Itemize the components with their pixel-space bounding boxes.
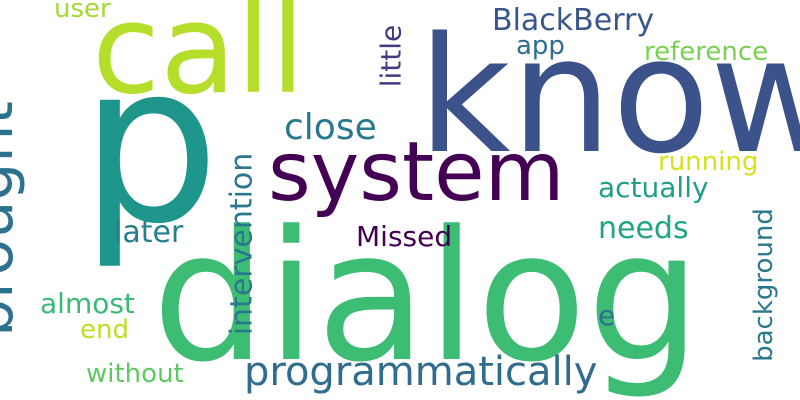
word-running: running — [658, 147, 759, 177]
word-background: background — [748, 208, 779, 362]
word-without: without — [86, 359, 184, 389]
word-user: user — [54, 0, 111, 24]
word-needs: needs — [598, 211, 689, 246]
word-p: p — [80, 16, 220, 272]
word-missed: Missed — [356, 220, 453, 253]
word-programmatically: programmatically — [244, 349, 598, 395]
word-later: later — [114, 215, 184, 250]
word-almost: almost — [40, 287, 135, 320]
word-know: know — [418, 2, 800, 189]
word-brought: brought — [0, 101, 27, 337]
word-blackberry: BlackBerry — [492, 3, 655, 38]
word-little: little — [374, 24, 408, 88]
word-e: e — [598, 299, 616, 332]
word-dialog: dialog — [152, 193, 701, 400]
word-close: close — [284, 107, 377, 148]
word-reference: reference — [644, 37, 769, 67]
word-actually: actually — [598, 171, 709, 204]
word-intervention: intervention — [224, 152, 260, 336]
word-app: app — [516, 31, 565, 61]
word-end: end — [80, 315, 129, 345]
word-system: system — [268, 125, 565, 220]
word-call: call — [92, 0, 306, 122]
